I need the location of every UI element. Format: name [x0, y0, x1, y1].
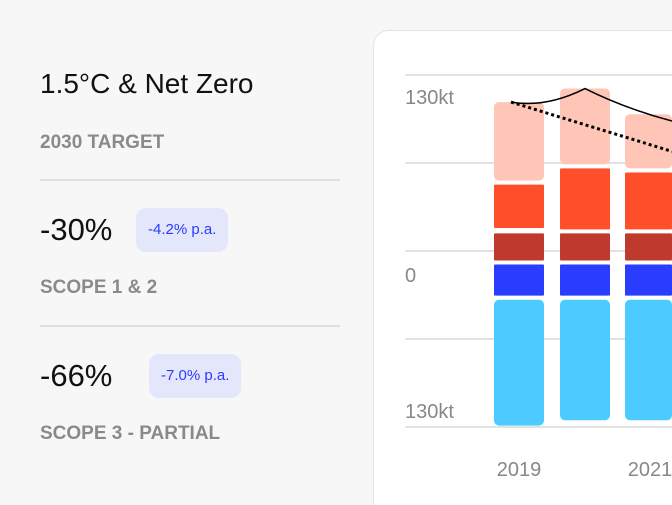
scope3-value: -66% — [40, 358, 113, 393]
y-tick-label: 0 — [405, 265, 416, 287]
bar-segment — [625, 172, 672, 230]
y-tick-label: 130kt — [405, 87, 454, 109]
x-tick-label: 2019 — [497, 459, 542, 481]
bar-segment — [625, 114, 672, 169]
bar-segment — [494, 184, 544, 228]
bar-segment — [625, 299, 672, 421]
solid-trend-line — [510, 87, 672, 122]
bar-segment — [560, 233, 610, 261]
panel-title: 1.5°C & Net Zero — [40, 68, 254, 99]
divider — [40, 179, 340, 181]
scope12-label: SCOPE 1 & 2 — [40, 277, 158, 298]
bar-segment — [560, 88, 610, 165]
bar-segment — [494, 233, 544, 261]
bar-segment — [560, 264, 610, 296]
bar-segment — [625, 233, 672, 261]
dotted-trend-line — [510, 100, 672, 153]
scope3-rate-badge: -7.0% p.a. — [149, 354, 242, 398]
x-tick-label: 2021 — [628, 459, 672, 481]
bar-segment — [625, 264, 672, 296]
scope3-label: SCOPE 3 - PARTIAL — [40, 423, 221, 444]
target-label: 2030 TARGET — [40, 132, 165, 153]
bar-segment — [494, 299, 544, 426]
bar-segment — [560, 168, 610, 230]
scope12-value: -30% — [40, 212, 113, 247]
bar-segment — [560, 299, 610, 421]
divider — [40, 325, 340, 327]
scope12-rate-badge: -4.2% p.a. — [136, 208, 229, 252]
bar-segment — [494, 264, 544, 296]
bar-segment — [494, 102, 544, 181]
y-tick-label: 130kt — [405, 401, 454, 423]
